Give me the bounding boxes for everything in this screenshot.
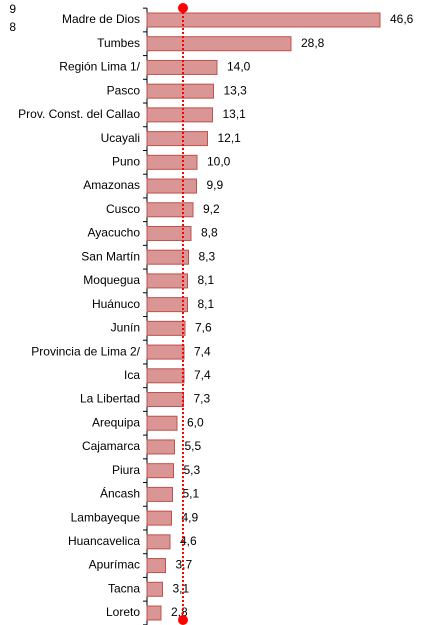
value-label: 8,3 (199, 249, 216, 263)
category-label: Tumbes (97, 36, 140, 50)
bar (146, 83, 214, 99)
reference-dot (178, 615, 188, 625)
category-label: Lambayeque (71, 510, 141, 524)
category-label: Huancavelica (68, 534, 140, 548)
bar (146, 368, 185, 384)
value-label: 12,1 (218, 131, 242, 145)
bar (146, 320, 186, 336)
category-label: Pasco (107, 83, 141, 97)
value-label: 8,1 (198, 297, 215, 311)
category-label: Cusco (106, 202, 140, 216)
category-label: Cajamarca (82, 439, 140, 453)
value-label: 9,9 (207, 178, 224, 192)
value-label: 10,0 (207, 154, 231, 168)
bar (146, 486, 173, 502)
category-label: San Martín (81, 249, 140, 263)
bar (146, 415, 178, 431)
value-label: 5,3 (184, 463, 201, 477)
bar (146, 249, 189, 265)
category-label: Loreto (106, 605, 140, 619)
bar (146, 36, 292, 52)
category-label: Ica (124, 368, 140, 382)
value-label: 7,6 (195, 321, 212, 335)
value-label: 3,1 (173, 581, 190, 595)
annotation: 8 (9, 20, 16, 34)
category-label: Moquegua (83, 273, 140, 287)
category-label: Apurímac (89, 558, 140, 572)
bar (146, 131, 208, 147)
value-label: 4,9 (182, 510, 199, 524)
bar (146, 225, 192, 241)
bar (146, 178, 197, 194)
category-label: Tacna (108, 581, 140, 595)
annotation: 9 (9, 2, 16, 16)
value-label: 4,6 (180, 534, 197, 548)
category-label: Ayacucho (88, 226, 141, 240)
value-label: 13,1 (223, 107, 247, 121)
category-label: La Libertad (80, 392, 140, 406)
value-label: 46,6 (390, 12, 414, 26)
category-label: Junín (111, 321, 140, 335)
value-label: 8,1 (198, 273, 215, 287)
bar (146, 463, 174, 479)
category-label: Arequipa (92, 415, 140, 429)
value-label: 7,4 (194, 368, 211, 382)
bar (146, 605, 162, 621)
bar (146, 107, 213, 123)
bar (146, 202, 194, 218)
bar (146, 297, 188, 313)
value-label: 9,2 (203, 202, 220, 216)
bar (146, 581, 163, 597)
bar (146, 273, 188, 289)
value-label: 5,5 (185, 439, 202, 453)
category-label: Áncash (100, 486, 140, 501)
value-label: 3,7 (176, 558, 193, 572)
category-label: Prov. Const. del Callao (18, 107, 140, 121)
category-label: Piura (112, 463, 140, 477)
value-label: 5,1 (183, 487, 200, 501)
bar (146, 392, 184, 408)
bar (146, 558, 166, 574)
value-label: 7,4 (194, 344, 211, 358)
bar (146, 510, 172, 526)
category-label: Ucayali (101, 131, 140, 145)
bar (146, 154, 198, 170)
value-label: 14,0 (227, 60, 251, 74)
value-label: 6,0 (187, 415, 204, 429)
value-label: 7,3 (194, 392, 211, 406)
category-label: Provincia de Lima 2/ (31, 344, 140, 358)
bar (146, 439, 175, 455)
bar (146, 12, 381, 28)
value-label: 8,8 (201, 226, 218, 240)
category-label: Puno (112, 154, 140, 168)
bar (146, 534, 171, 550)
category-label: Amazonas (83, 178, 140, 192)
category-label: Madre de Dios (62, 12, 140, 26)
reference-dot (178, 3, 188, 13)
value-label: 13,3 (224, 83, 248, 97)
bar (146, 344, 185, 360)
category-label: Región Lima 1/ (59, 60, 140, 74)
value-label: 28,8 (301, 36, 325, 50)
category-label: Huánuco (92, 297, 140, 311)
